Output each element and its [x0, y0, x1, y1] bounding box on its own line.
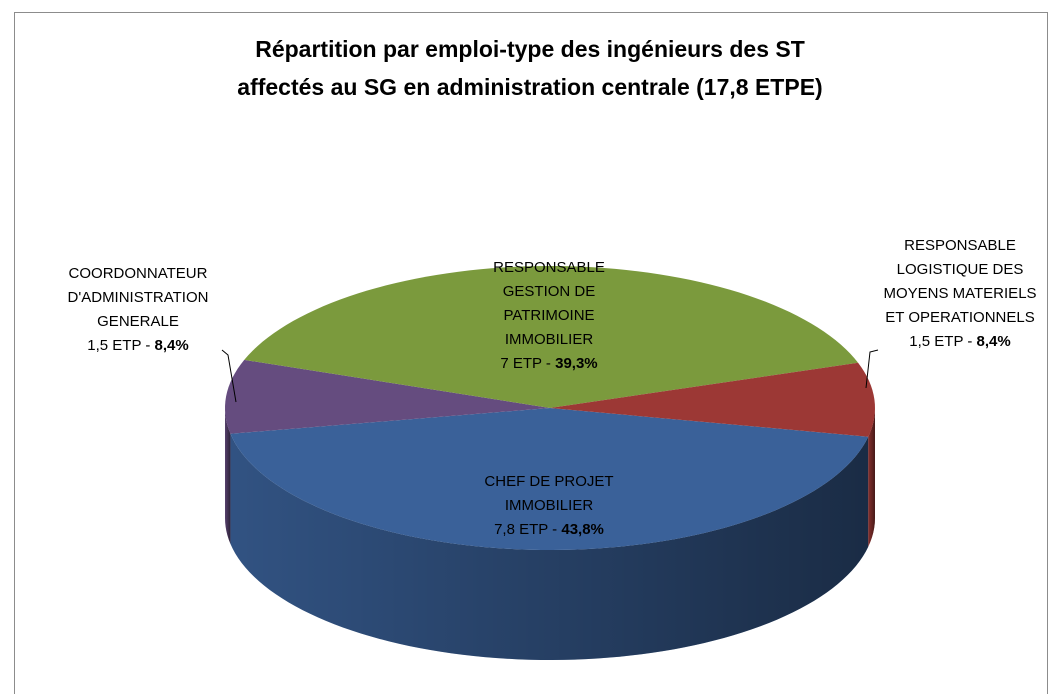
category-label: CHEF DE PROJET IMMOBILIER: [484, 473, 614, 514]
separator: -: [141, 337, 155, 354]
separator: -: [963, 333, 977, 350]
percent-label: 43,8%: [561, 521, 604, 538]
value-label: 1,5 ETP: [87, 337, 142, 354]
pie: [225, 266, 875, 660]
leader-line: [221, 349, 237, 403]
percent-label: 8,4%: [154, 337, 189, 354]
data-label: COORDONNATEUR D'ADMINISTRATION GENERALE 1…: [28, 262, 248, 358]
percent-label: 39,3%: [555, 355, 598, 372]
value-line: 7,8 ETP - 43,8%: [439, 518, 659, 542]
leader-line: [865, 349, 879, 389]
data-label: CHEF DE PROJET IMMOBILIER 7,8 ETP - 43,8%: [439, 470, 659, 542]
data-label: RESPONSABLE GESTION DE PATRIMOINE IMMOBI…: [439, 256, 659, 376]
value-label: 7 ETP: [500, 355, 542, 372]
chart-frame: [14, 12, 1048, 694]
pie-side-shade: [868, 408, 875, 547]
category-label: RESPONSABLE GESTION DE PATRIMOINE IMMOBI…: [493, 259, 605, 348]
separator: -: [541, 355, 556, 372]
pie-slice: [550, 362, 875, 437]
pie-slice: [244, 266, 859, 408]
data-label: RESPONSABLE LOGISTIQUE DES MOYENS MATERI…: [850, 234, 1060, 354]
value-label: 1,5 ETP: [909, 333, 964, 350]
value-line: 1,5 ETP - 8,4%: [28, 334, 248, 358]
value-line: 1,5 ETP - 8,4%: [850, 330, 1060, 354]
category-label: COORDONNATEUR D'ADMINISTRATION GENERALE: [67, 265, 209, 330]
value-line: 7 ETP - 39,3%: [439, 352, 659, 376]
pie-slice: [230, 408, 869, 550]
value-label: 7,8 ETP: [494, 521, 549, 538]
pie-side-shade: [230, 433, 869, 660]
pie-side-shade: [225, 408, 231, 544]
chart-title: Répartition par emploi-type des ingénieu…: [237, 36, 823, 100]
pie-slice: [225, 359, 551, 434]
category-label: RESPONSABLE LOGISTIQUE DES MOYENS MATERI…: [883, 237, 1037, 326]
percent-label: 8,4%: [976, 333, 1011, 350]
separator: -: [548, 521, 562, 538]
